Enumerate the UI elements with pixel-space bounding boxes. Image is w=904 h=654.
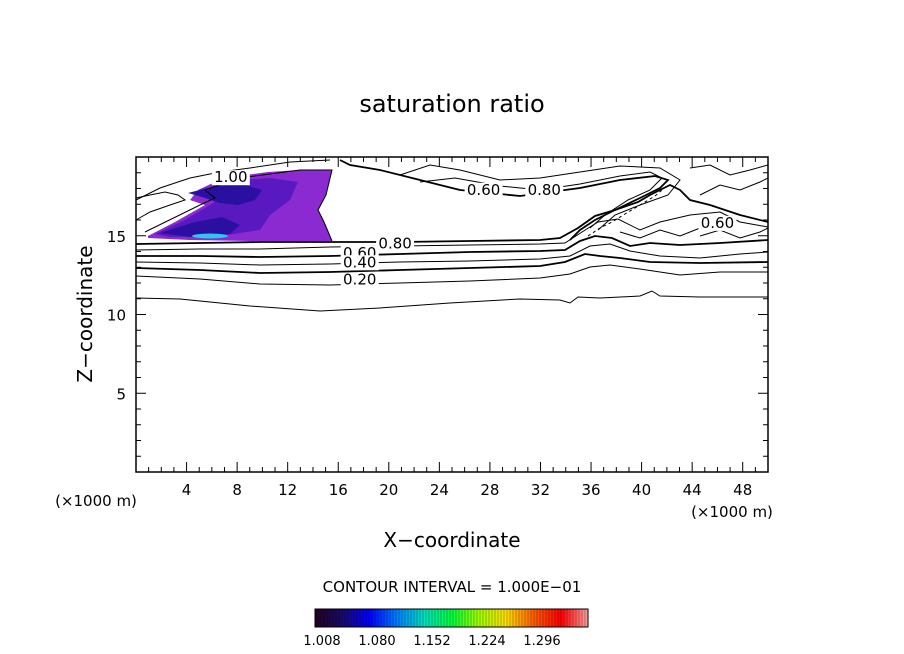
contour-label: 0.80 [528, 181, 561, 199]
contour-line-13 [135, 191, 187, 221]
colorbar-frame [314, 608, 589, 628]
y-tick-label: 15 [107, 228, 126, 246]
contour-label-bg [698, 215, 737, 231]
x-unit-left: (×1000 m) [55, 492, 137, 510]
x-tick-label: 8 [232, 481, 242, 499]
colorbar-tick-label: 1.152 [413, 634, 450, 649]
contour-line-15 [689, 164, 769, 176]
contour-line-2 [135, 264, 768, 286]
contour-label-bg [340, 255, 379, 271]
colorbar-gradient [315, 609, 588, 627]
contour-labels: 1.000.60 0.800.600.800.600.400.20 [211, 168, 737, 289]
contour-label-bg [464, 182, 503, 198]
contour-line-6 [135, 211, 769, 251]
contour-label: 0.20 [343, 271, 376, 289]
contour-label-bg [525, 182, 564, 198]
contour-line-14 [699, 177, 769, 196]
contour-label: 0.40 [343, 253, 376, 271]
x-tick-label: 20 [379, 481, 398, 499]
x-tick-label: 32 [531, 481, 550, 499]
fill-cyan-spot [192, 233, 228, 239]
x-tick-label: 40 [632, 481, 651, 499]
contour-line-17 [619, 227, 701, 239]
x-ticks: 4 8 12 16 20 24 28 32 36 40 44 48 [182, 481, 752, 499]
y-ticks: 5 10 15 [107, 228, 126, 404]
x-tick-label: 24 [430, 481, 449, 499]
minor-ticks [136, 157, 768, 472]
colorbar [314, 608, 589, 628]
contour-label-bg [340, 272, 379, 288]
contour-label: 0.60 [467, 181, 500, 199]
chart-title: saturation ratio [359, 90, 544, 118]
supersaturation-fill [148, 170, 332, 241]
y-tick-label: 5 [116, 385, 126, 403]
contour-interval: CONTOUR INTERVAL = 1.000E−01 [323, 578, 582, 596]
contour-line-9 [339, 159, 670, 241]
x-unit-right: (×1000 m) [691, 503, 773, 521]
x-tick-label: 36 [581, 481, 600, 499]
contour-line-3 [135, 253, 769, 274]
contour-line-1 [135, 290, 768, 312]
contour-label: 0.60 [701, 214, 734, 232]
contour-line-7 [135, 183, 769, 245]
x-tick-label: 28 [480, 481, 499, 499]
y-axis-label: Z−coordinate [73, 245, 97, 382]
contour-label-bg [376, 236, 415, 252]
x-tick-label: 48 [733, 481, 752, 499]
colorbar-tick-label: 1.008 [303, 634, 340, 649]
contour-line-4 [135, 243, 769, 266]
colorbar-tick-label: 1.080 [358, 634, 395, 649]
x-tick-label: 44 [683, 481, 702, 499]
contour-lines [135, 159, 769, 312]
colorbar-ticks: 1.008 1.080 1.152 1.224 1.296 [303, 634, 560, 649]
colorbar-tick-label: 1.296 [523, 634, 560, 649]
x-axis-label: X−coordinate [383, 528, 520, 552]
contour-line-5 [136, 235, 769, 258]
x-tick-label: 16 [329, 481, 348, 499]
contour-label: 0.80 [378, 234, 411, 252]
contour-label: 1.00 [214, 168, 247, 186]
contour-line-16 [699, 227, 769, 239]
contour-line-8 [144, 169, 333, 242]
fill-region-dark-lower [160, 217, 240, 237]
contour-label-bg [211, 170, 250, 186]
fill-region-mid [155, 178, 298, 237]
contour-line-18 [587, 189, 663, 237]
x-tick-label: 12 [278, 481, 297, 499]
colorbar-tick-label: 1.224 [468, 634, 505, 649]
y-tick-label: 10 [107, 307, 126, 325]
x-tick-label: 4 [182, 481, 192, 499]
